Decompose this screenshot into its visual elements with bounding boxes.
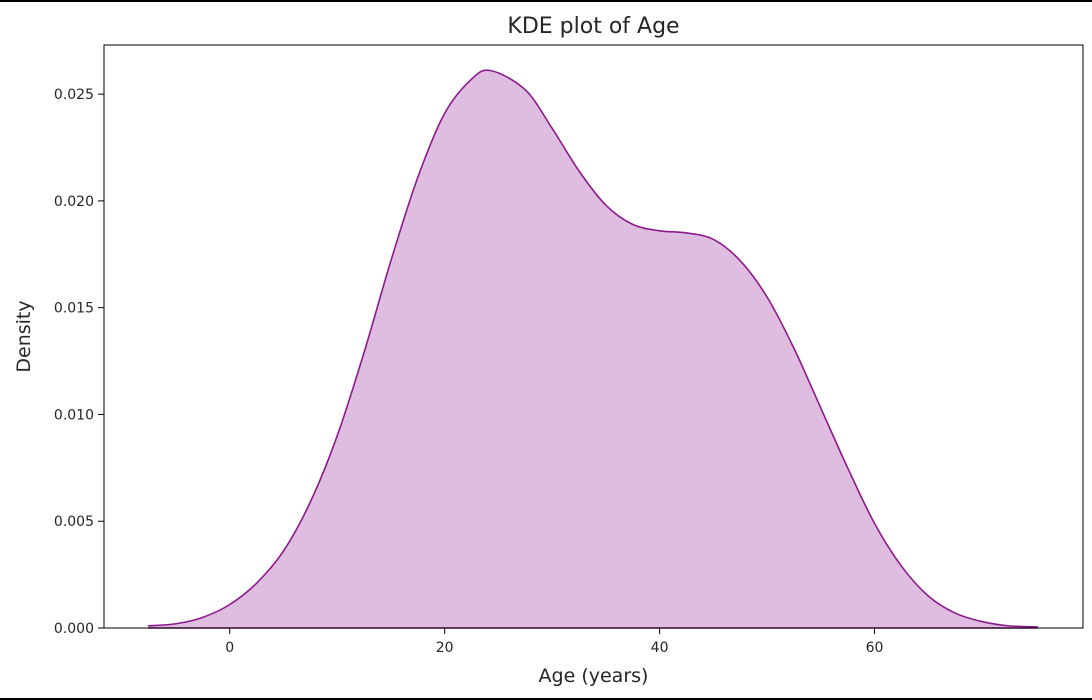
- x-axis-label: Age (years): [539, 665, 649, 687]
- y-tick-label: 0.020: [54, 194, 94, 210]
- y-tick-label: 0.015: [54, 301, 94, 317]
- y-axis-label: Density: [13, 300, 35, 372]
- x-tick-label: 40: [651, 640, 669, 656]
- y-tick-label: 0.010: [54, 407, 94, 423]
- y-tick-label: 0.000: [54, 621, 94, 637]
- density-fill-area: [148, 70, 1038, 628]
- x-tick-label: 20: [436, 640, 454, 656]
- y-tick-label: 0.025: [54, 87, 94, 103]
- density-curve-line: [148, 69, 1038, 628]
- chart-title: KDE plot of Age: [507, 14, 679, 39]
- y-tick-label: 0.005: [54, 514, 94, 530]
- plot-area-frame: [103, 44, 1084, 629]
- x-tick-label: 0: [225, 640, 234, 656]
- x-tick-label: 60: [866, 640, 884, 656]
